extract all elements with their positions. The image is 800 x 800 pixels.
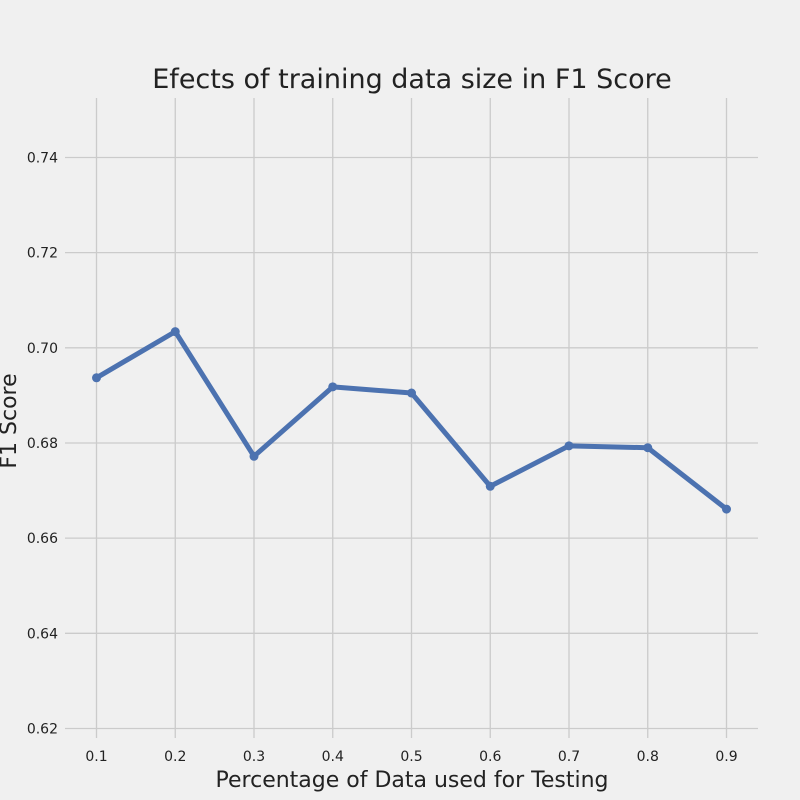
x-tick-label: 0.5 — [400, 749, 422, 765]
x-tick-label: 0.9 — [715, 749, 737, 765]
y-tick-label: 0.68 — [27, 436, 58, 452]
x-tick-label: 0.6 — [479, 749, 501, 765]
chart-title: Efects of training data size in F1 Score — [152, 64, 672, 95]
series-group — [92, 327, 731, 514]
data-point — [722, 504, 731, 514]
y-axis-label: F1 Score — [0, 373, 22, 468]
y-tick-label: 0.70 — [27, 341, 58, 357]
x-tick-label: 0.8 — [637, 749, 659, 765]
data-point — [407, 388, 416, 398]
data-point — [485, 481, 495, 491]
data-point — [564, 441, 574, 451]
x-axis-label: Percentage of Data used for Testing — [216, 768, 609, 793]
y-tick-label: 0.62 — [27, 721, 58, 737]
y-tick-label: 0.64 — [27, 626, 58, 642]
x-tick-label: 0.2 — [164, 749, 186, 765]
data-point — [92, 373, 101, 383]
data-point — [249, 451, 259, 461]
y-tick-label: 0.74 — [27, 150, 58, 166]
y-tick-label: 0.66 — [27, 531, 58, 547]
x-tick-label: 0.4 — [322, 749, 344, 765]
x-tick-label: 0.1 — [85, 749, 107, 765]
data-point — [643, 443, 653, 453]
y-tick-label: 0.72 — [27, 246, 58, 262]
x-tick-label: 0.7 — [558, 749, 580, 765]
tick-labels: 0.1 0.2 0.3 0.4 0.5 0.6 0.7 0.8 0.9 0.62 0.64 0.66 0… — [27, 150, 738, 765]
x-tick-label: 0.3 — [243, 749, 265, 765]
data-point — [170, 327, 180, 337]
data-point — [328, 382, 338, 392]
grid — [65, 98, 758, 738]
